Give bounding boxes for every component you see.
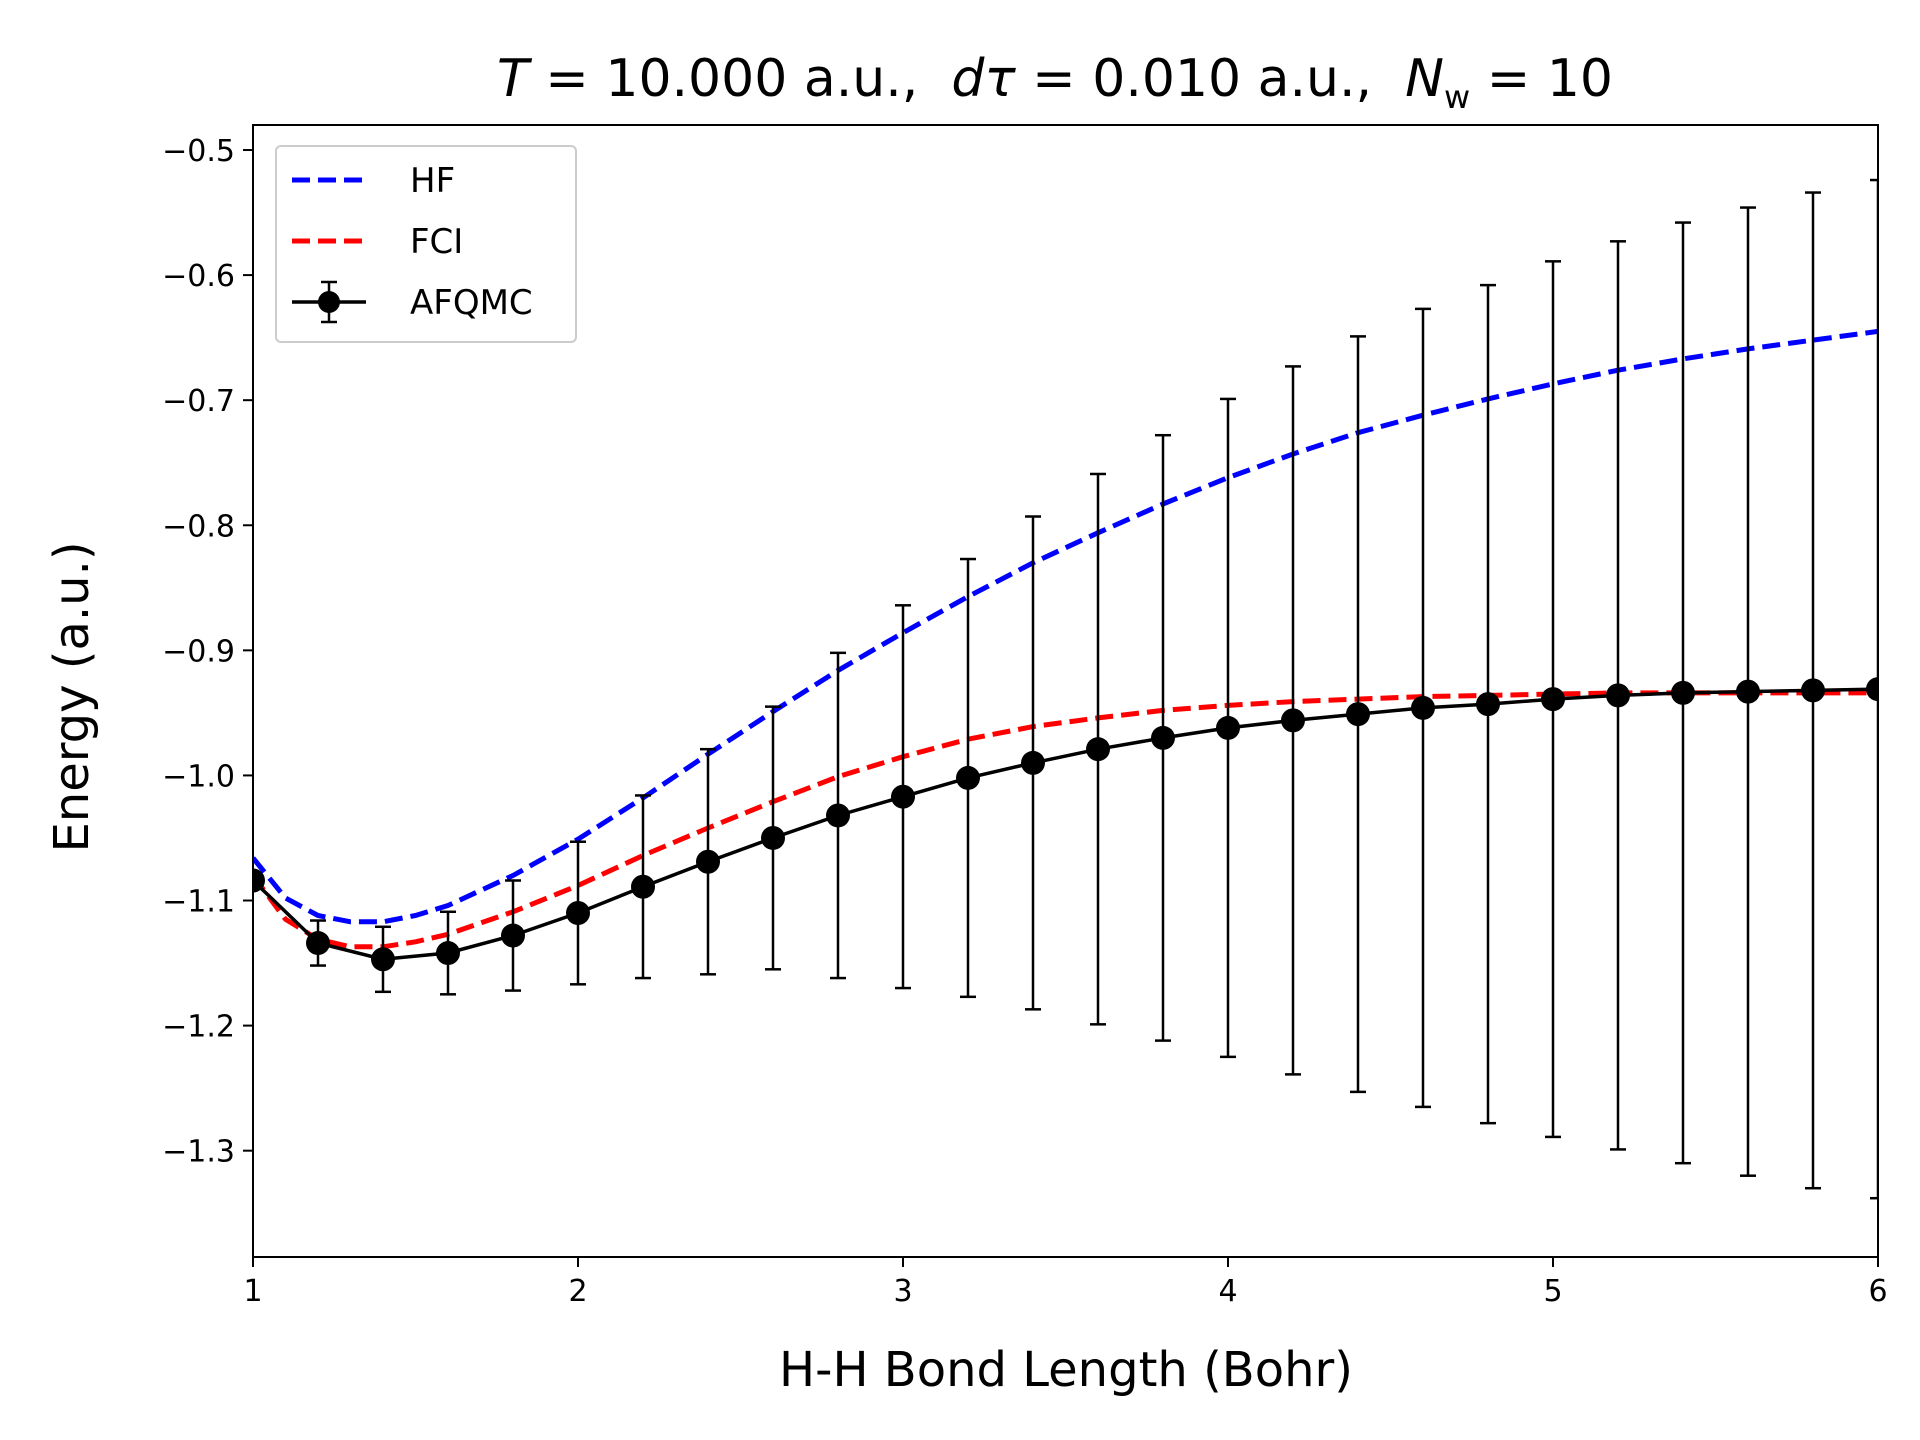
afqmc-point: [1736, 679, 1760, 704]
title-nw-symbol: N: [1405, 49, 1444, 109]
afqmc-point: [631, 874, 655, 899]
afqmc-point: [1866, 677, 1878, 702]
afqmc-point: [306, 931, 330, 956]
axes: 1 2 3 4 5 6 −0.5 −0.6 −0.7 −0.8 −0.9 −1.0 −1.1 −1.2 −1…: [162, 124, 1888, 1309]
legend-afqmc-label: AFQMC: [410, 283, 533, 323]
afqmc-point: [566, 901, 590, 926]
afqmc-point: [1281, 708, 1305, 733]
title-nw-value: = 10: [1470, 49, 1613, 109]
title-t-symbol: T: [497, 49, 533, 109]
title-dtau-tau: τ: [984, 49, 1016, 109]
legend-hf-label: HF: [410, 161, 455, 201]
title-dtau-value: = 0.010 a.u.,: [1016, 49, 1406, 109]
y-tick-label: −1.3: [162, 1135, 235, 1170]
afqmc-point: [1216, 715, 1240, 740]
y-tick-label: −0.8: [162, 509, 235, 544]
x-axis-label: H-H Bond Length (Bohr): [779, 1342, 1353, 1398]
afqmc-point: [696, 849, 720, 874]
y-tick-label: −1.0: [162, 759, 235, 794]
hf-line: [253, 328, 1878, 925]
legend: HF FCI AFQMC: [275, 145, 577, 343]
chart-title: T = 10.000 a.u., dτ = 0.010 a.u., Nw = 1…: [497, 49, 1613, 116]
afqmc-point: [1151, 725, 1175, 750]
afqmc-point: [1346, 702, 1370, 727]
afqmc-point: [826, 803, 850, 828]
afqmc-point: [1086, 737, 1110, 762]
legend-fci-label: FCI: [410, 222, 463, 262]
y-tick-label: −1.2: [162, 1010, 235, 1045]
afqmc-point: [436, 941, 460, 966]
afqmc-point: [956, 765, 980, 790]
legend-frame: [275, 145, 577, 343]
x-tick-label: 6: [1868, 1274, 1887, 1309]
afqmc-point: [1476, 692, 1500, 717]
series-group: [253, 178, 1878, 1200]
y-tick-label: −0.5: [162, 134, 235, 169]
title-t-value: = 10.000 a.u.,: [529, 49, 952, 109]
afqmc-point: [1606, 683, 1630, 708]
afqmc-point: [501, 923, 525, 948]
afqmc-point: [1541, 687, 1565, 712]
y-axis-label: Energy (a.u.): [44, 541, 100, 852]
afqmc-point: [1671, 680, 1695, 705]
afqmc-point: [1411, 695, 1435, 720]
afqmc-point: [371, 947, 395, 972]
y-tick-label: −0.6: [162, 259, 235, 294]
y-tick-label: −0.9: [162, 634, 235, 669]
x-tick-label: 2: [568, 1274, 587, 1309]
y-tick-label: −0.7: [162, 384, 235, 419]
afqmc-point: [1801, 678, 1825, 703]
legend-afqmc-swatch-marker: [318, 291, 340, 313]
x-tick-label: 5: [1543, 1274, 1562, 1309]
x-tick-label: 1: [243, 1274, 262, 1309]
afqmc-point: [761, 825, 785, 850]
x-tick-label: 4: [1218, 1274, 1237, 1309]
afqmc-point: [891, 784, 915, 809]
plot-area: [253, 178, 1878, 1200]
afqmc-point: [253, 868, 265, 893]
title-nw-subscript: w: [1444, 78, 1470, 116]
afqmc-point: [1021, 750, 1045, 775]
y-tick-label: −1.1: [162, 885, 235, 920]
axes-frame: [252, 124, 1879, 1258]
title-dtau-d: d: [951, 49, 985, 109]
x-tick-label: 3: [893, 1274, 912, 1309]
